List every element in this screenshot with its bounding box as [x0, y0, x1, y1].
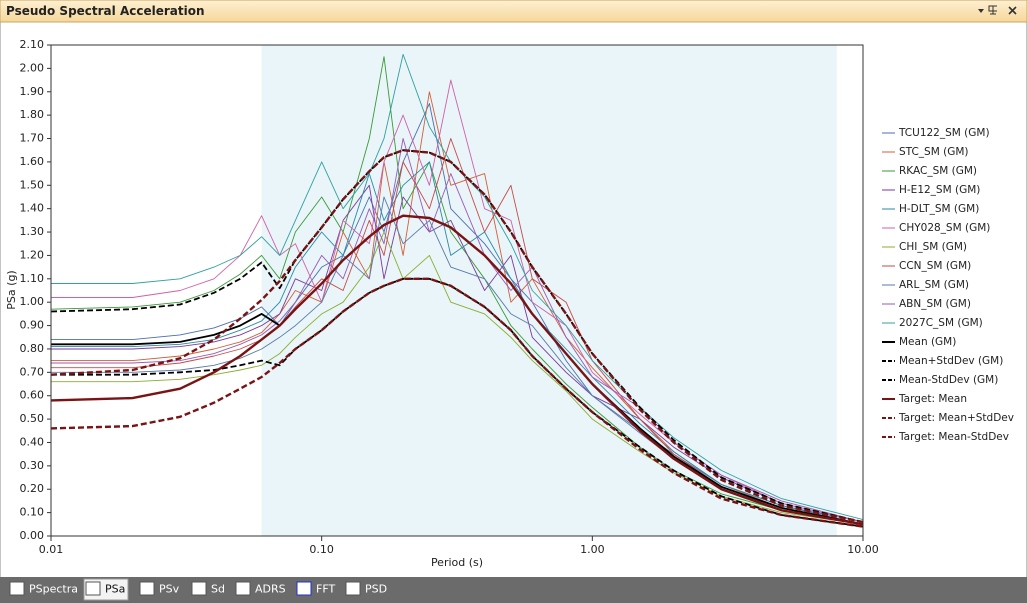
y-tick-label: 1.80 — [20, 108, 45, 121]
x-tick-label: 1.00 — [580, 543, 605, 556]
legend-label: Target: Mean — [898, 393, 967, 405]
y-tick-label: 1.50 — [20, 178, 45, 191]
tab[interactable]: PSa — [105, 583, 125, 596]
y-tick-label: 1.90 — [20, 85, 45, 98]
series-line — [51, 196, 864, 525]
x-axis-label: Period (s) — [431, 556, 483, 569]
y-tick-label: 1.40 — [20, 202, 45, 215]
legend-label: TCU122_SM (GM) — [898, 127, 990, 139]
y-tick-label: 0.30 — [20, 459, 45, 472]
legend-label: Mean-StdDev (GM) — [899, 374, 998, 386]
y-tick-label: 0.90 — [20, 319, 45, 332]
series-line — [51, 138, 864, 525]
y-tick-label: 0.20 — [20, 482, 45, 495]
legend-label: Mean (GM) — [899, 336, 956, 348]
y-tick-label: 1.70 — [20, 132, 45, 145]
legend-label: 2027C_SM (GM) — [899, 317, 983, 329]
y-tick-label: 0.60 — [20, 389, 45, 402]
close-button[interactable] — [1008, 6, 1017, 15]
legend-label: ARL_SM (GM) — [899, 279, 969, 291]
y-tick-label: 2.00 — [20, 61, 45, 74]
tab-icon — [191, 581, 207, 596]
series-line — [51, 277, 864, 528]
x-tick-label: 0.01 — [39, 543, 64, 556]
menu-button[interactable] — [978, 9, 984, 13]
y-tick-label: 1.00 — [20, 295, 45, 308]
y-axis-label: PSa (g) — [5, 270, 18, 309]
tab-icon — [235, 581, 251, 596]
series-line — [50, 149, 864, 523]
legend-label: Target: Mean-StdDev — [898, 431, 1009, 443]
y-tick-label: 1.10 — [20, 272, 45, 285]
legend-label: RKAC_SM (GM) — [899, 165, 977, 177]
x-tick-label: 0.10 — [309, 543, 334, 556]
series-line — [51, 161, 864, 523]
y-tick-label: 0.70 — [20, 365, 45, 378]
title-bar — [0, 0, 1027, 23]
legend-label: CCN_SM (GM) — [899, 260, 971, 272]
legend-label: ABN_SM (GM) — [899, 298, 971, 310]
legend-label: CHI_SM (GM) — [899, 241, 967, 253]
legend-label: Target: Mean+StdDev — [898, 412, 1014, 424]
tab[interactable]: ADRS — [255, 583, 286, 596]
y-tick-label: 1.60 — [20, 155, 45, 168]
series-line — [50, 149, 864, 524]
y-tick-label: 0.00 — [20, 529, 45, 542]
y-tick-label: 0.40 — [20, 435, 45, 448]
y-tick-label: 0.10 — [20, 506, 45, 519]
tab-icon — [296, 581, 312, 596]
tab[interactable]: FFT — [316, 583, 335, 596]
plot-frame — [50, 44, 864, 537]
series-line — [50, 214, 864, 526]
y-tick-label: 0.50 — [20, 412, 45, 425]
series-line — [50, 56, 864, 525]
legend-label: H-DLT_SM (GM) — [899, 203, 979, 215]
tab-icon — [345, 581, 361, 596]
tab[interactable]: PSD — [365, 583, 387, 596]
pin-button[interactable] — [988, 5, 997, 15]
legend-label: H-E12_SM (GM) — [899, 184, 980, 196]
tab-icon — [85, 581, 101, 596]
tab[interactable]: Sd — [211, 583, 225, 596]
tab[interactable]: PSv — [159, 583, 180, 596]
legend-label: CHY028_SM (GM) — [899, 222, 990, 234]
y-tick-label: 1.20 — [20, 248, 45, 261]
series-line — [50, 277, 864, 528]
legend-label: Mean+StdDev (GM) — [899, 355, 1003, 367]
window-title: Pseudo Spectral Acceleration — [6, 4, 205, 18]
x-tick-label: 10.00 — [847, 543, 879, 556]
y-tick-label: 1.30 — [20, 225, 45, 238]
y-tick-label: 2.10 — [20, 38, 45, 51]
tab-bar — [0, 577, 1027, 603]
tab-icon — [9, 581, 25, 596]
y-tick-label: 0.80 — [20, 342, 45, 355]
tab[interactable]: PSpectra — [29, 583, 78, 596]
legend-label: STC_SM (GM) — [899, 146, 969, 158]
tab-icon — [139, 581, 155, 596]
